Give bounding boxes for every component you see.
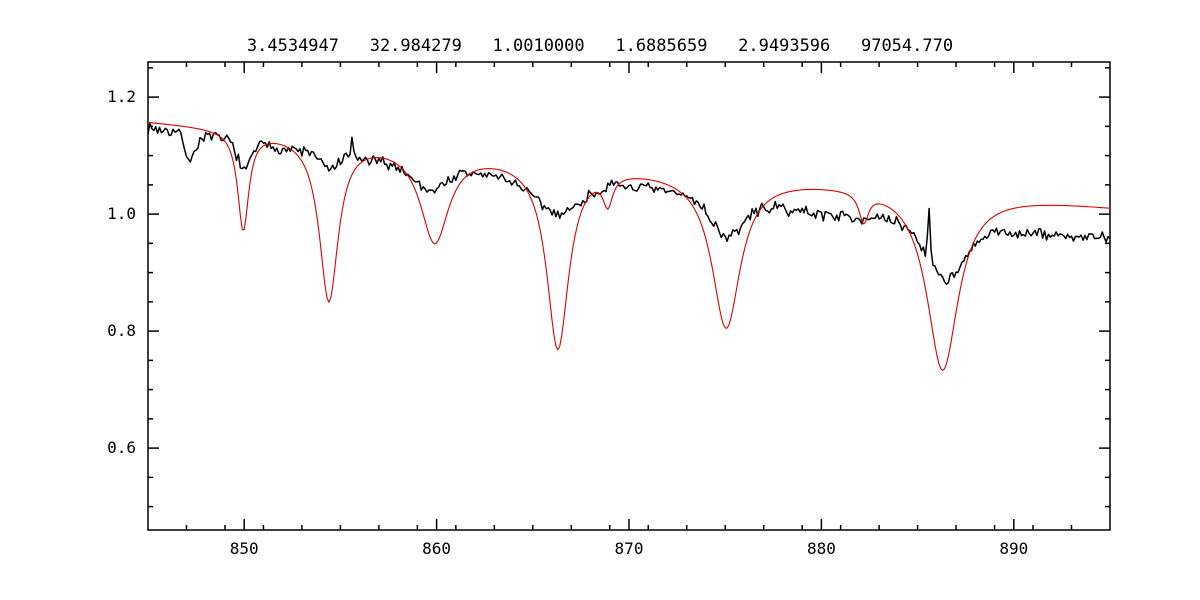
x-tick-label: 870 — [615, 539, 644, 558]
series-path-observed-spectrum — [147, 122, 1111, 285]
x-tick-label: 890 — [999, 539, 1028, 558]
x-tick-label: 850 — [230, 539, 259, 558]
x-tick-label: 860 — [422, 539, 451, 558]
y-tick-label: 0.8 — [107, 321, 136, 340]
y-tick-label: 0.6 — [107, 438, 136, 457]
series-path-model-spectrum — [147, 121, 1111, 371]
plot-frame — [147, 61, 1111, 531]
plot-title: 3.4534947 32.984279 1.0010000 1.6885659 … — [246, 36, 954, 56]
y-tick-label: 1.0 — [107, 204, 136, 223]
y-tick-label: 1.2 — [107, 87, 136, 106]
x-tick-label: 880 — [807, 539, 836, 558]
